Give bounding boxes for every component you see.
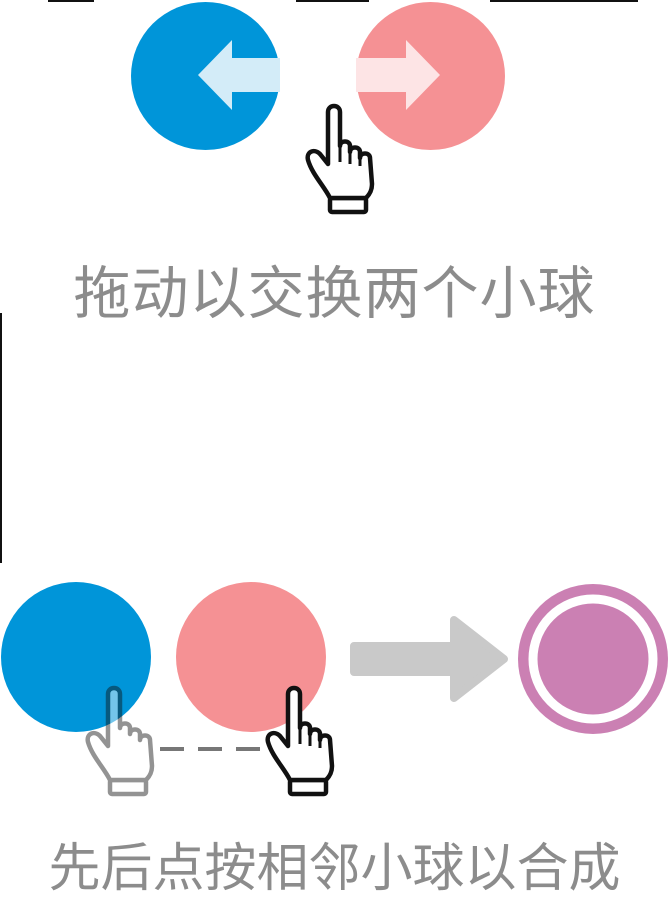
merged-ball-icon[interactable] [518, 584, 668, 734]
second-tap-hand-icon [265, 685, 335, 797]
top-edge-line-2 [296, 0, 369, 2]
merge-blue-ball[interactable] [1, 582, 151, 732]
top-edge-line-1 [48, 0, 94, 2]
tap-sequence-dashes [160, 747, 270, 751]
pointing-hand-icon [305, 103, 375, 215]
arrow-left-icon [198, 40, 280, 110]
merge-caption: 先后点按相邻小球以合成 [48, 839, 621, 899]
swap-caption: 拖动以交换两个小球 [73, 261, 596, 327]
left-edge-line [0, 313, 2, 563]
result-arrow-icon [350, 616, 508, 702]
first-tap-hand-icon [85, 685, 155, 797]
top-edge-line-3 [490, 0, 638, 2]
arrow-right-icon [356, 40, 440, 110]
